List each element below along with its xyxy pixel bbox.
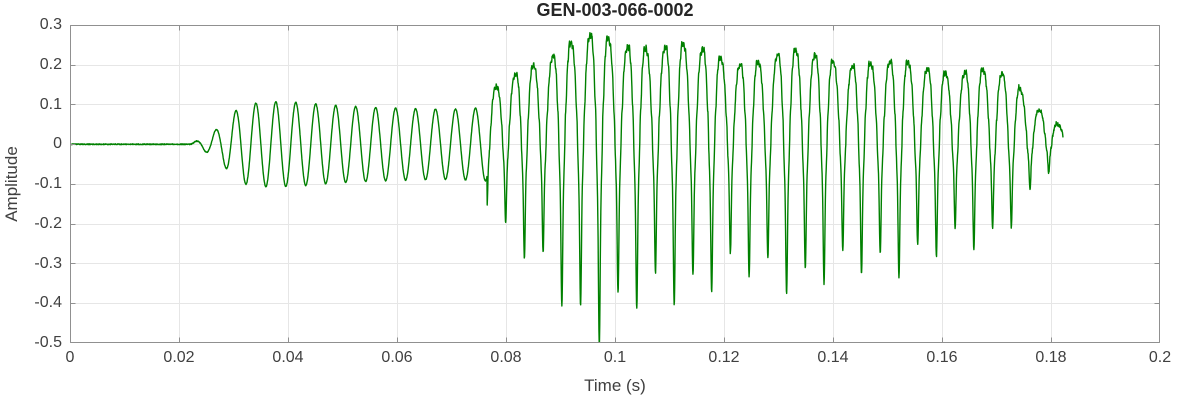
y-tick-label: -0.3 (34, 254, 62, 272)
x-tick-label: 0.2 (1148, 349, 1172, 366)
y-axis-label: Amplitude (2, 146, 21, 222)
x-tick-label: 0.18 (1035, 349, 1067, 366)
x-tick-label: 0.1 (603, 349, 627, 366)
x-tick-label: 0.08 (490, 349, 522, 366)
x-tick-label: 0.12 (708, 349, 740, 366)
x-tick-label: 0.14 (817, 349, 849, 366)
y-tick-label: -0.2 (34, 214, 62, 232)
x-tick-label: 0.02 (163, 349, 195, 366)
x-tick-label: 0 (65, 349, 75, 366)
x-axis-label: Time (s) (584, 376, 646, 395)
y-tick-label: -0.5 (34, 334, 62, 351)
chart-title: GEN-003-066-0002 (536, 0, 694, 20)
y-tick-label: 0.2 (39, 55, 62, 73)
x-tick-label: 0.16 (926, 349, 958, 366)
x-tick-label: 0.06 (381, 349, 413, 366)
x-tick-label: 0.04 (272, 349, 304, 366)
y-tick-label: 0.3 (39, 16, 62, 33)
y-tick-label: -0.4 (34, 294, 62, 312)
y-tick-label: 0 (53, 135, 62, 153)
y-tick-label: 0.1 (39, 95, 62, 113)
y-tick-label: -0.1 (34, 175, 62, 192)
waveform-plot-canvas (70, 25, 1160, 343)
